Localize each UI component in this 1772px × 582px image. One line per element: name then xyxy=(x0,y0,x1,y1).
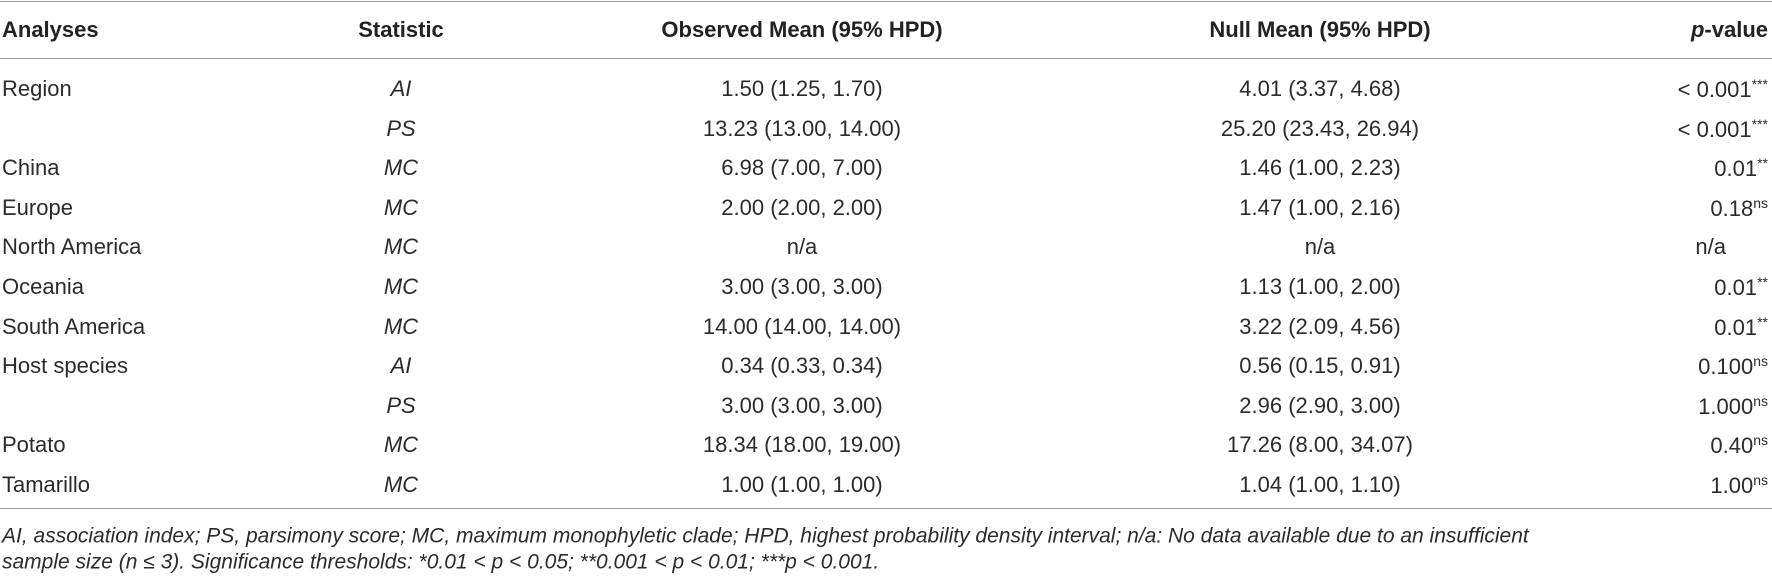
table-cell: China xyxy=(2,155,60,181)
p-value: 0.100 xyxy=(1698,354,1754,380)
table-cell: MC xyxy=(383,234,419,260)
top-rule xyxy=(0,1,1772,2)
p-value: n/a xyxy=(1695,234,1726,260)
table-cell: AI xyxy=(390,353,412,379)
footnote-line: sample size (n ≤ 3). Significance thresh… xyxy=(2,550,880,574)
table-cell: 13.23 (13.00, 14.00) xyxy=(702,115,902,141)
header-cell: Analyses xyxy=(2,17,99,42)
table-cell: 3.22 (2.09, 4.56) xyxy=(1239,313,1401,339)
table-cell: 3.00 (3.00, 3.00) xyxy=(721,392,883,418)
significance: ** xyxy=(1757,313,1768,330)
significance: ** xyxy=(1757,155,1768,172)
table-cell: 0.34 (0.33, 0.34) xyxy=(721,353,883,379)
table-cell: 2.00 (2.00, 2.00) xyxy=(721,194,883,220)
header-italic: p xyxy=(1690,17,1705,42)
p-value: 0.40 xyxy=(1710,433,1754,459)
header-cell: Statistic xyxy=(358,17,444,42)
table-cell: 4.01 (3.37, 4.68) xyxy=(1239,76,1401,101)
p-value-cell: 0.18ns xyxy=(1710,196,1768,220)
header-rule xyxy=(0,58,1772,59)
table-cell: South America xyxy=(2,313,146,339)
significance: ns xyxy=(1753,194,1768,211)
table-cell: 1.00 (1.00, 1.00) xyxy=(721,472,883,497)
p-value: < 0.001 xyxy=(1677,77,1752,102)
table-cell: 3.00 (3.00, 3.00) xyxy=(721,274,883,299)
table-cell: Potato xyxy=(2,432,66,458)
bottom-rule xyxy=(0,508,1772,509)
table-cell: PS xyxy=(386,115,416,141)
table-cell: Region xyxy=(2,76,72,101)
significance: ** xyxy=(1757,274,1768,290)
table-cell: n/a xyxy=(786,234,818,260)
p-value-cell: 1.000ns xyxy=(1698,394,1768,418)
significance: ns xyxy=(1753,472,1768,488)
p-value-cell: 0.01** xyxy=(1714,275,1768,299)
table-cell: Tamarillo xyxy=(2,472,91,497)
significance: ns xyxy=(1753,392,1768,409)
table-cell: 6.98 (7.00, 7.00) xyxy=(721,155,883,181)
table-cell: 14.00 (14.00, 14.00) xyxy=(702,313,902,339)
header-cell: Observed Mean (95% HPD) xyxy=(661,17,943,42)
table-cell: Europe xyxy=(2,194,73,220)
p-value-cell: 0.01** xyxy=(1714,156,1768,180)
table-cell: MC xyxy=(383,155,419,181)
significance: *** xyxy=(1751,76,1768,92)
header-text: -value xyxy=(1704,17,1768,42)
table-cell: 1.13 (1.00, 2.00) xyxy=(1239,274,1401,299)
table-cell: 17.26 (8.00, 34.07) xyxy=(1227,432,1413,458)
header-cell: Null Mean (95% HPD) xyxy=(1209,17,1431,42)
table-cell: 0.56 (0.15, 0.91) xyxy=(1239,353,1401,379)
p-value: 1.000 xyxy=(1698,393,1754,419)
p-value-cell: 0.40ns xyxy=(1710,433,1768,457)
header-cell: p-value xyxy=(1691,19,1768,41)
table-cell: MC xyxy=(383,313,419,339)
p-value: 1.00 xyxy=(1710,473,1754,498)
p-value-cell: < 0.001*** xyxy=(1678,117,1768,141)
table-cell: Host species xyxy=(2,353,128,379)
p-value: 0.18 xyxy=(1710,195,1754,221)
p-value-cell: 0.01** xyxy=(1714,315,1768,339)
table-cell: PS xyxy=(386,392,416,418)
table-cell: AI xyxy=(390,76,412,101)
p-value-cell: < 0.001*** xyxy=(1678,77,1768,101)
p-value: < 0.001 xyxy=(1677,116,1752,142)
table-cell: n/a xyxy=(1304,234,1336,260)
table-cell: MC xyxy=(383,194,419,220)
footnote-line: AI, association index; PS, parsimony sco… xyxy=(2,524,1529,548)
table-cell: Oceania xyxy=(2,274,84,299)
significance: ns xyxy=(1753,432,1768,449)
table-cell: MC xyxy=(383,432,419,458)
p-value: 0.01 xyxy=(1714,275,1758,300)
p-value-cell: 1.00ns xyxy=(1710,473,1768,497)
p-value: 0.01 xyxy=(1714,156,1758,182)
p-value-cell: n/a xyxy=(1695,236,1726,258)
significance: *** xyxy=(1751,115,1768,132)
table-cell: 1.04 (1.00, 1.10) xyxy=(1239,472,1401,497)
table-cell: 1.47 (1.00, 2.16) xyxy=(1239,194,1401,220)
table-cell: 25.20 (23.43, 26.94) xyxy=(1220,115,1420,141)
table-cell: 1.50 (1.25, 1.70) xyxy=(721,76,883,101)
table-cell: MC xyxy=(383,274,419,299)
table-cell: 1.46 (1.00, 2.23) xyxy=(1239,155,1401,181)
table-cell: North America xyxy=(2,234,142,260)
table-cell: 2.96 (2.90, 3.00) xyxy=(1239,392,1401,418)
table-cell: MC xyxy=(383,472,419,497)
p-value-cell: 0.100ns xyxy=(1698,354,1768,378)
table-cell: 18.34 (18.00, 19.00) xyxy=(702,432,902,458)
significance: ns xyxy=(1753,353,1768,370)
p-value: 0.01 xyxy=(1714,314,1758,340)
